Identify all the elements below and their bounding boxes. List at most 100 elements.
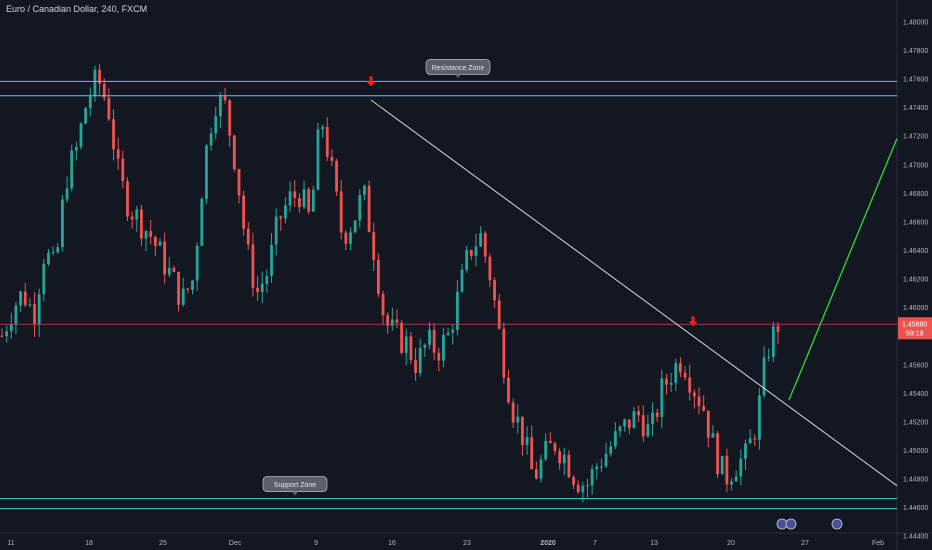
candle-down xyxy=(381,293,385,316)
candle-down xyxy=(130,216,134,220)
price-tick-label: 1.46800 xyxy=(903,191,928,198)
candle-down xyxy=(437,352,441,361)
candle-up xyxy=(404,336,408,353)
candle-down xyxy=(665,378,668,385)
event-badge-icon[interactable] xyxy=(831,518,843,530)
candle-up xyxy=(218,96,222,117)
trendline[interactable] xyxy=(370,99,898,487)
candle-up xyxy=(748,438,752,444)
time-tick-label: 25 xyxy=(159,540,167,547)
price-tick-label: 1.46600 xyxy=(903,219,928,226)
candle-down xyxy=(706,410,710,438)
candle-down xyxy=(140,209,143,239)
candle-down xyxy=(153,236,157,246)
price-tick-label: 1.45400 xyxy=(903,391,928,398)
candle-down xyxy=(553,443,557,452)
candle-down xyxy=(293,191,297,198)
candle-up xyxy=(79,123,83,147)
candle-up xyxy=(586,485,589,487)
candle-down xyxy=(753,438,757,440)
candle-up xyxy=(660,378,664,418)
candles xyxy=(0,64,780,503)
candle-up xyxy=(358,195,362,221)
candle-down xyxy=(242,195,246,229)
candle-up xyxy=(88,96,92,109)
candle-down xyxy=(576,484,580,493)
candle-down xyxy=(497,300,501,329)
candle-down xyxy=(126,181,129,217)
candle-down xyxy=(246,228,250,245)
candle-up xyxy=(451,329,455,333)
candle-up xyxy=(767,356,771,358)
candle-up xyxy=(135,209,139,220)
candle-down xyxy=(325,127,329,157)
candle-up xyxy=(28,304,32,306)
candle-down xyxy=(521,416,524,445)
time-tick-label: 9 xyxy=(314,540,318,547)
candle-up xyxy=(316,129,320,190)
price-tick-label: 1.46000 xyxy=(903,305,928,312)
price-tick-label: 1.45000 xyxy=(903,448,928,455)
candle-down xyxy=(116,149,120,159)
candle-up xyxy=(209,133,213,146)
candle-down xyxy=(107,97,111,120)
candle-up xyxy=(93,69,97,97)
projection-line[interactable] xyxy=(788,138,898,401)
candle-down xyxy=(679,363,682,373)
time-axis[interactable]: 11 18 25 Dec 9 16 23 2020 7 13 20 27 Feb xyxy=(7,540,884,547)
zone-label: Support Zone xyxy=(274,482,317,489)
candle-up xyxy=(581,485,585,493)
candle-up xyxy=(525,437,529,445)
price-axis[interactable]: 1.44400 1.44600 1.44800 1.45000 1.45200 1.454… xyxy=(898,19,932,541)
candle-up xyxy=(274,216,278,245)
candle-down xyxy=(702,406,706,411)
price-tick-label: 1.44400 xyxy=(903,534,928,541)
candle-up xyxy=(595,466,599,470)
time-tick-label: Feb xyxy=(872,540,884,547)
candle-up xyxy=(390,319,394,326)
candle-down xyxy=(534,469,538,479)
candle-down xyxy=(172,267,176,272)
candle-up xyxy=(14,305,18,324)
event-badges[interactable] xyxy=(776,518,843,530)
zone-callout-pointer xyxy=(455,74,461,79)
down-arrow-marker[interactable] xyxy=(688,316,698,327)
candle-down xyxy=(530,437,534,470)
candle-up xyxy=(730,481,733,485)
candle-up xyxy=(19,291,22,306)
price-tick-label: 1.47000 xyxy=(903,162,928,169)
candle-up xyxy=(474,246,478,256)
candle-up xyxy=(646,424,650,437)
candle-up xyxy=(442,334,445,361)
symbol-title: Euro / Canadian Dollar, 240, FXCM xyxy=(6,4,148,14)
candle-down xyxy=(395,319,399,323)
price-tick-label: 1.48000 xyxy=(903,19,928,26)
candle-up xyxy=(423,344,427,348)
down-arrow-marker[interactable] xyxy=(366,76,376,87)
candle-down xyxy=(232,135,236,170)
candle-down xyxy=(511,402,515,423)
drawings[interactable]: Resistance Zone Support Zone xyxy=(0,59,898,510)
candle-down xyxy=(488,256,492,281)
candle-down xyxy=(228,100,232,136)
candle-up xyxy=(284,205,287,219)
candle-down xyxy=(237,169,241,196)
event-badge-icon[interactable] xyxy=(776,518,788,530)
time-tick-label: Dec xyxy=(229,540,242,547)
candle-down xyxy=(683,372,687,378)
candle-down xyxy=(641,415,645,437)
event-badge-icon[interactable] xyxy=(785,518,797,530)
time-tick-label: 16 xyxy=(388,540,396,547)
candle-down xyxy=(372,232,376,261)
candle-up xyxy=(428,329,431,345)
zone-callout-pointer xyxy=(292,491,298,496)
candle-down xyxy=(0,335,4,337)
candle-down xyxy=(149,231,153,237)
last-price-tag[interactable] xyxy=(898,317,932,340)
candle-up xyxy=(720,455,724,475)
candle-up xyxy=(609,446,613,454)
candle-down xyxy=(98,69,101,84)
price-tick-label: 1.47200 xyxy=(903,134,928,141)
